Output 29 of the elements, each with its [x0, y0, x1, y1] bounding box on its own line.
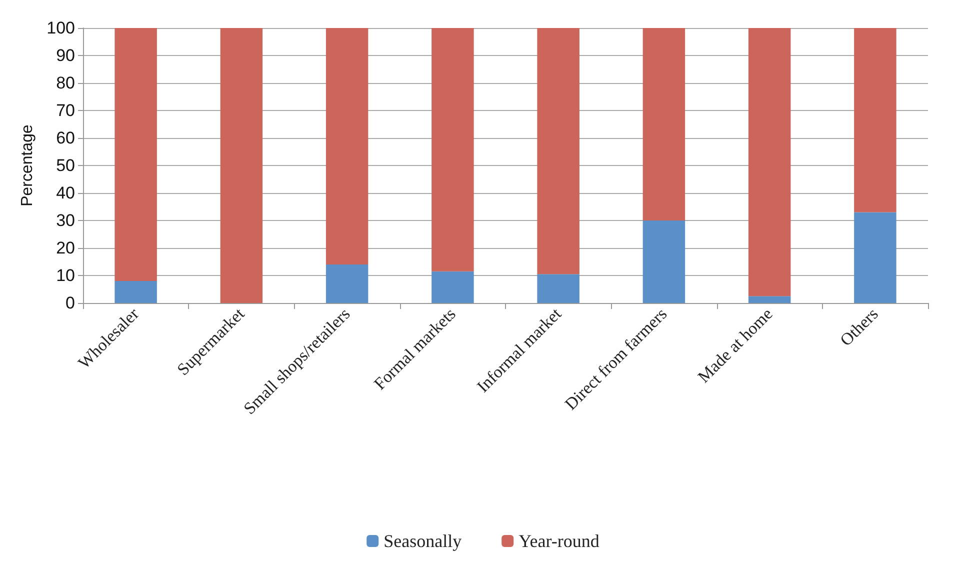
bar	[748, 296, 791, 303]
legend-label: Year-round	[518, 531, 600, 551]
y-tick-label: 60	[56, 128, 75, 148]
y-tick-label: 20	[56, 238, 75, 258]
y-tick-label: 90	[56, 46, 75, 65]
y-tick-label: 50	[56, 156, 75, 175]
y-tick-label: 80	[56, 74, 75, 92]
bar	[326, 28, 368, 264]
legend-label: Seasonally	[384, 531, 462, 551]
bar	[220, 28, 263, 303]
bar	[114, 281, 157, 303]
bar	[642, 220, 686, 303]
bar	[537, 274, 580, 303]
y-tick-label: 100	[46, 18, 75, 38]
y-tick-label: 0	[66, 294, 75, 312]
bar	[326, 264, 368, 303]
bar	[537, 28, 580, 274]
bar	[854, 28, 896, 212]
bar	[748, 28, 791, 296]
bar	[642, 28, 686, 220]
bar	[432, 271, 474, 303]
bar	[432, 28, 474, 272]
y-tick-label: 30	[56, 211, 75, 230]
y-axis-title: Percentage	[19, 124, 36, 206]
bar	[114, 28, 157, 281]
y-tick-label: 40	[56, 184, 75, 202]
y-tick-label: 10	[56, 266, 75, 285]
y-tick-label: 70	[56, 101, 75, 120]
bar	[854, 212, 896, 303]
